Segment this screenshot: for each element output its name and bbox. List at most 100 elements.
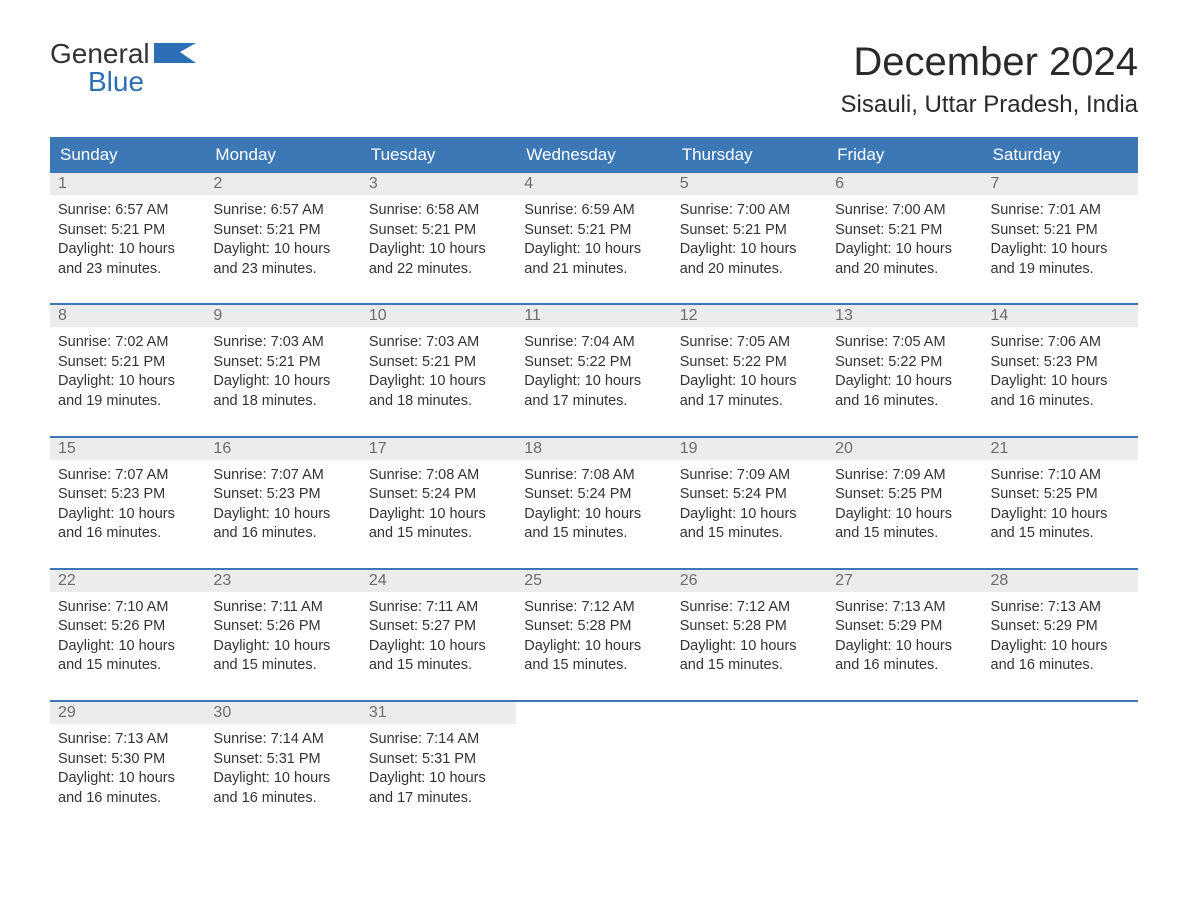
calendar-day: 23Sunrise: 7:11 AMSunset: 5:26 PMDayligh… (205, 570, 360, 686)
day-details: Sunrise: 6:57 AMSunset: 5:21 PMDaylight:… (50, 195, 205, 289)
calendar-day: 3Sunrise: 6:58 AMSunset: 5:21 PMDaylight… (361, 173, 516, 289)
sunset-line: Sunset: 5:28 PM (680, 617, 819, 637)
dow-cell: Saturday (983, 137, 1138, 173)
day-details (827, 724, 982, 740)
calendar-day: 13Sunrise: 7:05 AMSunset: 5:22 PMDayligh… (827, 305, 982, 421)
day-details: Sunrise: 7:05 AMSunset: 5:22 PMDaylight:… (672, 327, 827, 421)
daylight-line: Daylight: 10 hours and 19 minutes. (991, 240, 1130, 279)
flag-icon (154, 40, 196, 68)
sunset-line: Sunset: 5:26 PM (213, 617, 352, 637)
day-number: 12 (672, 305, 827, 327)
day-number: 3 (361, 173, 516, 195)
day-number: 7 (983, 173, 1138, 195)
day-number: 21 (983, 438, 1138, 460)
day-details: Sunrise: 7:11 AMSunset: 5:27 PMDaylight:… (361, 592, 516, 686)
day-number: 22 (50, 570, 205, 592)
day-details: Sunrise: 7:14 AMSunset: 5:31 PMDaylight:… (361, 724, 516, 818)
daylight-line: Daylight: 10 hours and 15 minutes. (369, 505, 508, 544)
calendar-day: 12Sunrise: 7:05 AMSunset: 5:22 PMDayligh… (672, 305, 827, 421)
sunrise-line: Sunrise: 7:07 AM (213, 466, 352, 486)
day-details: Sunrise: 7:02 AMSunset: 5:21 PMDaylight:… (50, 327, 205, 421)
brand-word2: Blue (88, 68, 144, 96)
day-number: 23 (205, 570, 360, 592)
brand-logo: General Blue (50, 40, 196, 96)
daylight-line: Daylight: 10 hours and 15 minutes. (835, 505, 974, 544)
calendar-day: 18Sunrise: 7:08 AMSunset: 5:24 PMDayligh… (516, 438, 671, 554)
day-details: Sunrise: 6:57 AMSunset: 5:21 PMDaylight:… (205, 195, 360, 289)
daylight-line: Daylight: 10 hours and 15 minutes. (524, 637, 663, 676)
sunrise-line: Sunrise: 7:03 AM (213, 333, 352, 353)
day-number: 25 (516, 570, 671, 592)
sunrise-line: Sunrise: 7:03 AM (369, 333, 508, 353)
day-details: Sunrise: 7:08 AMSunset: 5:24 PMDaylight:… (516, 460, 671, 554)
day-details: Sunrise: 6:59 AMSunset: 5:21 PMDaylight:… (516, 195, 671, 289)
calendar-day: 15Sunrise: 7:07 AMSunset: 5:23 PMDayligh… (50, 438, 205, 554)
sunrise-line: Sunrise: 6:59 AM (524, 201, 663, 221)
daylight-line: Daylight: 10 hours and 23 minutes. (213, 240, 352, 279)
day-number: 14 (983, 305, 1138, 327)
day-details: Sunrise: 7:11 AMSunset: 5:26 PMDaylight:… (205, 592, 360, 686)
brand-word1: General (50, 40, 150, 68)
sunset-line: Sunset: 5:29 PM (835, 617, 974, 637)
day-number: 16 (205, 438, 360, 460)
sunset-line: Sunset: 5:24 PM (524, 485, 663, 505)
daylight-line: Daylight: 10 hours and 20 minutes. (680, 240, 819, 279)
day-number (672, 702, 827, 724)
sunset-line: Sunset: 5:31 PM (213, 750, 352, 770)
daylight-line: Daylight: 10 hours and 16 minutes. (58, 505, 197, 544)
day-details: Sunrise: 7:10 AMSunset: 5:26 PMDaylight:… (50, 592, 205, 686)
sunrise-line: Sunrise: 6:57 AM (213, 201, 352, 221)
month-title: December 2024 (841, 40, 1138, 85)
sunset-line: Sunset: 5:25 PM (991, 485, 1130, 505)
dow-cell: Thursday (672, 137, 827, 173)
day-details: Sunrise: 7:12 AMSunset: 5:28 PMDaylight:… (516, 592, 671, 686)
sunrise-line: Sunrise: 7:00 AM (680, 201, 819, 221)
calendar-day (672, 702, 827, 818)
calendar-day: 5Sunrise: 7:00 AMSunset: 5:21 PMDaylight… (672, 173, 827, 289)
day-number: 11 (516, 305, 671, 327)
day-number: 6 (827, 173, 982, 195)
calendar-day: 2Sunrise: 6:57 AMSunset: 5:21 PMDaylight… (205, 173, 360, 289)
sunset-line: Sunset: 5:23 PM (991, 353, 1130, 373)
day-details: Sunrise: 7:05 AMSunset: 5:22 PMDaylight:… (827, 327, 982, 421)
daylight-line: Daylight: 10 hours and 19 minutes. (58, 372, 197, 411)
sunset-line: Sunset: 5:21 PM (58, 221, 197, 241)
daylight-line: Daylight: 10 hours and 15 minutes. (524, 505, 663, 544)
sunset-line: Sunset: 5:23 PM (213, 485, 352, 505)
sunset-line: Sunset: 5:21 PM (369, 353, 508, 373)
daylight-line: Daylight: 10 hours and 15 minutes. (213, 637, 352, 676)
day-details: Sunrise: 7:09 AMSunset: 5:24 PMDaylight:… (672, 460, 827, 554)
day-number: 28 (983, 570, 1138, 592)
day-details: Sunrise: 7:12 AMSunset: 5:28 PMDaylight:… (672, 592, 827, 686)
calendar-day: 21Sunrise: 7:10 AMSunset: 5:25 PMDayligh… (983, 438, 1138, 554)
calendar-day: 19Sunrise: 7:09 AMSunset: 5:24 PMDayligh… (672, 438, 827, 554)
sunrise-line: Sunrise: 7:07 AM (58, 466, 197, 486)
sunrise-line: Sunrise: 7:05 AM (835, 333, 974, 353)
sunrise-line: Sunrise: 7:10 AM (58, 598, 197, 618)
day-details: Sunrise: 7:07 AMSunset: 5:23 PMDaylight:… (50, 460, 205, 554)
day-number (827, 702, 982, 724)
sunset-line: Sunset: 5:27 PM (369, 617, 508, 637)
daylight-line: Daylight: 10 hours and 16 minutes. (213, 769, 352, 808)
sunset-line: Sunset: 5:24 PM (680, 485, 819, 505)
sunrise-line: Sunrise: 7:01 AM (991, 201, 1130, 221)
calendar-day: 10Sunrise: 7:03 AMSunset: 5:21 PMDayligh… (361, 305, 516, 421)
day-details: Sunrise: 7:09 AMSunset: 5:25 PMDaylight:… (827, 460, 982, 554)
daylight-line: Daylight: 10 hours and 17 minutes. (524, 372, 663, 411)
calendar-day: 7 Sunrise: 7:01 AMSunset: 5:21 PMDaylight… (983, 173, 1138, 289)
day-number: 9 (205, 305, 360, 327)
day-number: 31 (361, 702, 516, 724)
calendar: SundayMondayTuesdayWednesdayThursdayFrid… (50, 137, 1138, 818)
daylight-line: Daylight: 10 hours and 18 minutes. (369, 372, 508, 411)
day-details: Sunrise: 7:00 AMSunset: 5:21 PMDaylight:… (827, 195, 982, 289)
day-number: 15 (50, 438, 205, 460)
sunset-line: Sunset: 5:21 PM (991, 221, 1130, 241)
calendar-day: 16Sunrise: 7:07 AMSunset: 5:23 PMDayligh… (205, 438, 360, 554)
calendar-day (827, 702, 982, 818)
day-details (983, 724, 1138, 740)
sunrise-line: Sunrise: 7:11 AM (213, 598, 352, 618)
calendar-day: 27Sunrise: 7:13 AMSunset: 5:29 PMDayligh… (827, 570, 982, 686)
dow-cell: Monday (205, 137, 360, 173)
daylight-line: Daylight: 10 hours and 16 minutes. (835, 372, 974, 411)
sunrise-line: Sunrise: 7:14 AM (213, 730, 352, 750)
